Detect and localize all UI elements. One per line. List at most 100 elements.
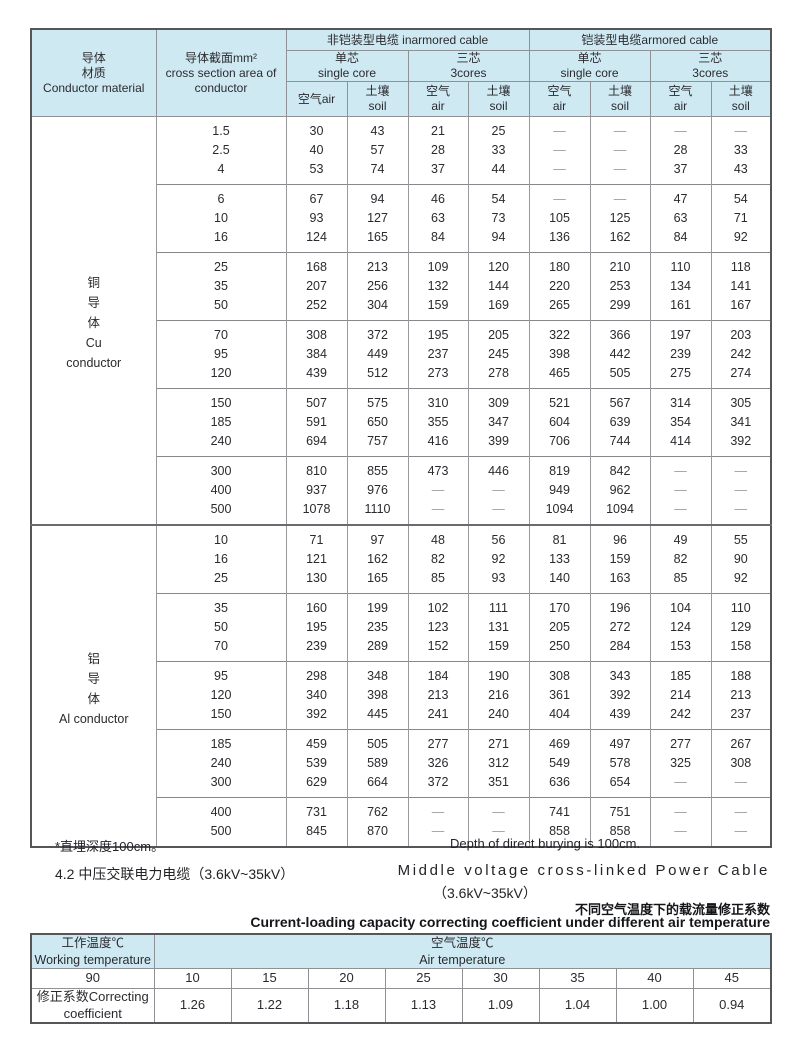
capacity-cell: 252: [285, 296, 348, 321]
header-air-col: 空气 air: [407, 81, 469, 117]
cross-section-cell: 150: [155, 388, 287, 413]
table-row: 95 384 449 237 245 398 442 239 242: [31, 345, 772, 364]
correction-coefficient-table: 工作温度℃ Working temperature 空气温度℃ Air temp…: [30, 933, 773, 1024]
capacity-cell: 308: [285, 320, 348, 345]
cross-section-cell: 240: [155, 432, 287, 457]
header-conductor-material: 导体 材质 Conductor material: [30, 28, 157, 117]
header-single-core-armored: 单芯 single core: [528, 50, 651, 82]
coef-cell: 1.26: [153, 988, 232, 1024]
capacity-cell: 744: [589, 432, 651, 457]
capacity-cell: 398: [528, 345, 591, 364]
table-row: 120 340 398 213 216 361 392 214 213: [31, 686, 772, 705]
cross-section-cell: 95: [155, 661, 287, 686]
table-row: 10 93 127 63 73 105 125 63 71: [31, 209, 772, 228]
capacity-cell: —: [710, 797, 772, 822]
cross-section-cell: 400: [155, 797, 287, 822]
capacity-cell: 205: [467, 320, 530, 345]
capacity-cell: 937: [285, 481, 348, 500]
table-row: 铝 导 体 Al conductor 10 71 97 48 56 81 96 49 55: [30, 524, 772, 847]
air-temp-header: 空气温度℃ Air temperature: [153, 933, 772, 969]
capacity-cell: 372: [346, 320, 409, 345]
cross-section-cell: 16: [155, 228, 287, 253]
capacity-cell: —: [710, 773, 772, 798]
header-soil-col: 土壤 soil: [346, 81, 409, 117]
capacity-cell: 664: [346, 773, 409, 798]
cross-section-cell: 500: [155, 500, 287, 525]
capacity-cell: 521: [528, 388, 591, 413]
working-temp-header: 工作温度℃ Working temperature: [30, 933, 155, 969]
capacity-cell: —: [649, 116, 712, 141]
capacity-cell: 190: [467, 661, 530, 686]
capacity-cell: —: [407, 481, 469, 500]
coef-cell: 0.94: [692, 988, 772, 1024]
capacity-cell: 167: [710, 296, 772, 321]
capacity-cell: 404: [528, 705, 591, 730]
cross-section-cell: 300: [155, 456, 287, 481]
capacity-cell: 706: [528, 432, 591, 457]
capacity-cell: 299: [589, 296, 651, 321]
capacity-cell: 54: [467, 184, 530, 209]
capacity-cell: 47: [649, 184, 712, 209]
cross-section-cell: 50: [155, 618, 287, 637]
capacity-cell: 308: [710, 754, 772, 773]
capacity-cell: —: [710, 481, 772, 500]
capacity-cell: 97: [346, 524, 409, 550]
capacity-cell: —: [467, 481, 530, 500]
cross-section-cell: 95: [155, 345, 287, 364]
capacity-cell: 33: [710, 141, 772, 160]
capacity-cell: 505: [589, 364, 651, 389]
capacity-cell: 539: [285, 754, 348, 773]
capacity-cell: 239: [649, 345, 712, 364]
capacity-cell: 104: [649, 593, 712, 618]
table-row: 70 239 289 152 159 250 284 153 158: [31, 637, 772, 662]
capacity-cell: 505: [346, 729, 409, 754]
section-42-heading-en-voltage: （3.6kV~35kV）: [433, 885, 537, 901]
capacity-cell: 33: [467, 141, 530, 160]
table-row: 120 439 512 273 278 465 505 275 274: [31, 364, 772, 389]
capacity-cell: 199: [346, 593, 409, 618]
capacity-cell: —: [467, 822, 530, 847]
capacity-cell: 144: [467, 277, 530, 296]
capacity-cell: 71: [285, 524, 348, 550]
coef-label: 修正系数Correcting coefficient: [30, 988, 155, 1024]
capacity-cell: 810: [285, 456, 348, 481]
capacity-cell: 341: [710, 413, 772, 432]
capacity-cell: 253: [589, 277, 651, 296]
header-air-col: 空气air: [285, 81, 348, 117]
capacity-cell: 21: [407, 116, 469, 141]
capacity-cell: 131: [467, 618, 530, 637]
capacity-cell: 278: [467, 364, 530, 389]
table-row: 70 308 372 195 205 322 366 197 203: [31, 320, 772, 345]
table-row: 35 160 199 102 111 170 196 104 110: [31, 593, 772, 618]
depth-note-en: Depth of direct burying is 100cm.: [450, 836, 641, 851]
capacity-cell: 239: [285, 637, 348, 662]
capacity-cell: 469: [528, 729, 591, 754]
cross-section-cell: 50: [155, 296, 287, 321]
capacity-cell: 512: [346, 364, 409, 389]
table-row: 500 845 870— —858 858— —: [31, 822, 772, 847]
table-row: 240 539 589 326 312 549 578 325 308: [31, 754, 772, 773]
capacity-cell: 168: [285, 252, 348, 277]
table-row: 300 810 855 473 446 819 842— —: [31, 456, 772, 481]
capacity-cell: 366: [589, 320, 651, 345]
coef-cell: 1.13: [384, 988, 463, 1024]
capacity-cell: 180: [528, 252, 591, 277]
capacity-cell: 1094: [528, 500, 591, 525]
table-row: 16 121 162 82 92 133 159 82 90: [31, 550, 772, 569]
capacity-cell: 442: [589, 345, 651, 364]
capacity-cell: —: [649, 481, 712, 500]
capacity-cell: 207: [285, 277, 348, 296]
capacity-cell: 354: [649, 413, 712, 432]
capacity-cell: 102: [407, 593, 469, 618]
cross-section-cell: 4: [155, 160, 287, 185]
capacity-cell: —: [649, 822, 712, 847]
capacity-cell: 85: [407, 569, 469, 594]
table-row: 400 937 976— —949 962— —: [31, 481, 772, 500]
capacity-cell: 184: [407, 661, 469, 686]
capacity-cell: 842: [589, 456, 651, 481]
capacity-cell: 273: [407, 364, 469, 389]
capacity-cell: 578: [589, 754, 651, 773]
air-temp-cell: 20: [307, 968, 386, 989]
capacity-cell: 567: [589, 388, 651, 413]
capacity-cell: 392: [285, 705, 348, 730]
